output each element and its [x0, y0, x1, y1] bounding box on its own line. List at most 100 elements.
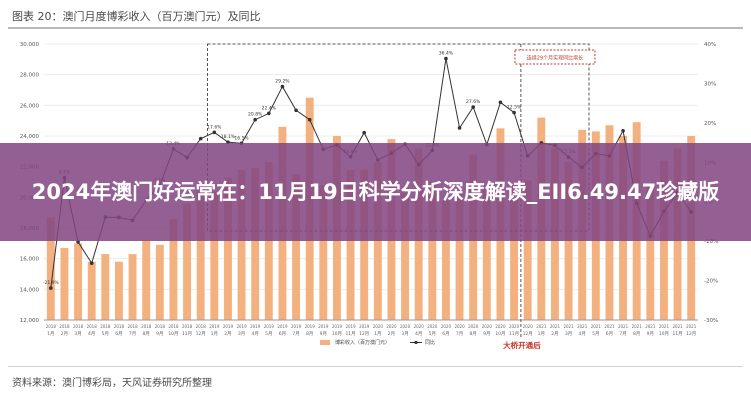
x-tick-label: 3月 — [74, 331, 81, 337]
x-tick-label: 7月 — [292, 331, 299, 337]
x-tick-label: 5月 — [592, 331, 599, 337]
bar — [428, 182, 437, 320]
bar — [455, 191, 464, 320]
x-tick-label: 12月 — [196, 331, 206, 337]
yoy-point — [76, 240, 80, 244]
x-tick-label: 5月 — [429, 331, 436, 337]
bar — [523, 180, 532, 320]
growth-period-box — [207, 43, 590, 232]
bar — [210, 191, 219, 320]
yoy-data-label: 22.4% — [262, 105, 277, 111]
y-left-tick-label: 12,000 — [20, 318, 40, 324]
x-tick-label: 4月 — [88, 331, 95, 337]
bar — [346, 169, 355, 320]
bar — [101, 254, 110, 320]
x-tick-year: 2019 — [223, 324, 234, 329]
x-tick-label: 6月 — [115, 331, 122, 337]
x-tick-year: 2019 — [277, 324, 288, 329]
bar — [114, 261, 123, 320]
yoy-point — [498, 100, 503, 105]
x-tick-year: 2018 — [196, 324, 207, 329]
x-tick-year: 2018 — [87, 324, 98, 329]
x-tick-label: 4月 — [579, 331, 586, 337]
bar — [128, 254, 137, 320]
x-tick-year: 2020 — [400, 324, 411, 329]
x-tick-label: 11月 — [345, 331, 355, 337]
legend: 博彩收入（百万澳门元） 同比 — [320, 339, 435, 346]
x-tick-year: 2018 — [100, 324, 111, 329]
x-tick-label: 8月 — [306, 331, 313, 337]
source-note: 资料来源：澳门博彩局，天风证券研究所整理 — [12, 378, 212, 389]
yoy-data-label: 36.4% — [439, 51, 454, 57]
x-tick-year: 2019 — [345, 324, 356, 329]
x-tick-year: 2020 — [386, 324, 397, 329]
x-tick-label: 12月 — [686, 331, 696, 337]
x-tick-year: 2021 — [618, 324, 629, 329]
bar — [46, 217, 55, 320]
yoy-point — [89, 261, 94, 266]
bar — [564, 162, 573, 320]
x-tick-label: 10月 — [332, 331, 342, 337]
y-left-tick-label: 30,000 — [20, 42, 40, 48]
yoy-point — [267, 111, 271, 116]
y-left-tick-label: 16,000 — [20, 257, 40, 263]
x-tick-label: 9月 — [483, 331, 490, 337]
x-tick-label: 8月 — [143, 331, 150, 337]
x-tick-label: 7月 — [129, 331, 136, 337]
y-right-tick-label: -20% — [704, 279, 718, 285]
y-left-tick-label: 26,000 — [20, 103, 40, 109]
yoy-point — [49, 286, 53, 290]
yoy-data-label: 17.6% — [207, 124, 222, 130]
bar — [264, 162, 273, 320]
y-right-tick-label: 40% — [704, 42, 716, 48]
x-tick-label: 12月 — [359, 331, 369, 337]
bar — [292, 174, 301, 320]
x-tick-year: 2020 — [509, 324, 520, 329]
x-tick-year: 2019 — [291, 324, 302, 329]
yoy-data-label: 20.8% — [248, 112, 263, 118]
yoy-point — [471, 105, 475, 109]
x-tick-year: 2020 — [495, 324, 506, 329]
legend-label: 博彩收入（百万澳门元） — [335, 339, 390, 346]
yoy-point — [512, 110, 516, 115]
bar — [142, 240, 151, 320]
x-tick-year: 2021 — [686, 324, 697, 329]
x-tick-year: 2018 — [168, 324, 179, 329]
bar — [482, 185, 491, 320]
yoy-point — [621, 128, 625, 133]
yoy-point — [457, 126, 462, 130]
y-left-tick-label: 28,000 — [20, 73, 40, 79]
x-tick-year: 2020 — [523, 324, 534, 329]
annotation-box-label: 连续29个月实现同比增长 — [527, 55, 583, 62]
x-tick-label: 9月 — [647, 331, 654, 337]
x-tick-label: 11月 — [182, 331, 192, 337]
bar — [169, 218, 178, 320]
x-tick-label: 1月 — [538, 331, 545, 337]
source-divider — [8, 366, 743, 367]
yoy-data-label: 12.5% — [507, 105, 522, 111]
x-tick-year: 2018 — [141, 324, 152, 329]
x-tick-year: 2020 — [482, 324, 493, 329]
bar — [74, 243, 83, 320]
x-tick-year: 2020 — [441, 324, 452, 329]
yoy-point — [212, 130, 217, 135]
yoy-point — [280, 84, 285, 89]
y-left-tick-label: 14,000 — [20, 287, 40, 293]
x-tick-year: 2019 — [236, 324, 247, 329]
x-tick-label: 3月 — [565, 331, 572, 337]
x-tick-year: 2020 — [427, 324, 438, 329]
legend-label: 同比 — [425, 339, 435, 346]
x-tick-label: 9月 — [320, 331, 327, 337]
x-tick-label: 8月 — [633, 331, 640, 337]
y-right-tick-label: -10% — [704, 239, 718, 245]
bar — [360, 169, 369, 320]
bridge-opening-label: 大桥开通后 — [503, 340, 541, 350]
x-tick-year: 2018 — [114, 324, 125, 329]
x-tick-label: 1月 — [211, 331, 218, 337]
x-tick-year: 2019 — [318, 324, 329, 329]
x-tick-label: 10月 — [168, 331, 178, 337]
y-right-tick-label: 20% — [704, 121, 716, 127]
x-tick-label: 6月 — [606, 331, 613, 337]
x-tick-label: 6月 — [442, 331, 449, 337]
